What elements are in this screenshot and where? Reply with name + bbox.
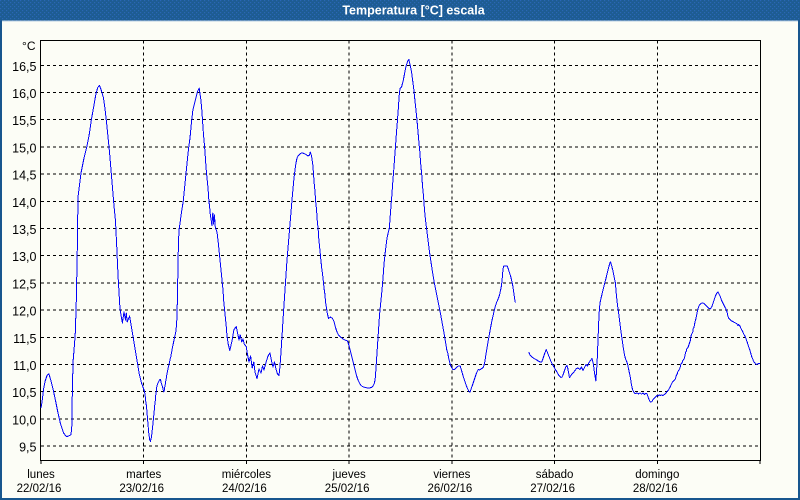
svg-text:13,0: 13,0 — [12, 250, 36, 264]
svg-text:11,0: 11,0 — [13, 359, 36, 373]
svg-text:Temperatura [°C] escala: Temperatura [°C] escala — [342, 4, 485, 18]
svg-text:sábado: sábado — [536, 469, 574, 481]
svg-text:15,0: 15,0 — [12, 141, 36, 155]
svg-text:16,5: 16,5 — [12, 60, 36, 74]
svg-text:domingo: domingo — [635, 469, 679, 481]
svg-text:9,5: 9,5 — [19, 441, 36, 455]
svg-text:28/02/16: 28/02/16 — [633, 483, 678, 495]
svg-text:16,0: 16,0 — [12, 87, 36, 101]
svg-text:15,5: 15,5 — [12, 114, 36, 128]
svg-text:jueves: jueves — [331, 469, 365, 481]
svg-text:viernes: viernes — [433, 469, 470, 481]
svg-text:24/02/16: 24/02/16 — [222, 483, 267, 495]
svg-text:26/02/16: 26/02/16 — [428, 483, 473, 495]
svg-text:25/02/16: 25/02/16 — [325, 483, 370, 495]
svg-text:12,0: 12,0 — [12, 305, 36, 319]
svg-text:14,5: 14,5 — [12, 169, 36, 183]
svg-text:11,5: 11,5 — [13, 332, 36, 346]
svg-text:13,5: 13,5 — [12, 223, 36, 237]
svg-text:12,5: 12,5 — [12, 277, 36, 291]
svg-text:27/02/16: 27/02/16 — [530, 483, 575, 495]
svg-text:23/02/16: 23/02/16 — [119, 483, 164, 495]
svg-text:martes: martes — [126, 469, 161, 481]
svg-text:°C: °C — [22, 39, 36, 53]
svg-text:10,0: 10,0 — [12, 413, 36, 427]
svg-text:22/02/16: 22/02/16 — [17, 483, 62, 495]
svg-text:14,0: 14,0 — [12, 196, 36, 210]
svg-text:lunes: lunes — [27, 469, 55, 481]
svg-text:miércoles: miércoles — [222, 469, 271, 481]
svg-text:10,5: 10,5 — [12, 386, 36, 400]
